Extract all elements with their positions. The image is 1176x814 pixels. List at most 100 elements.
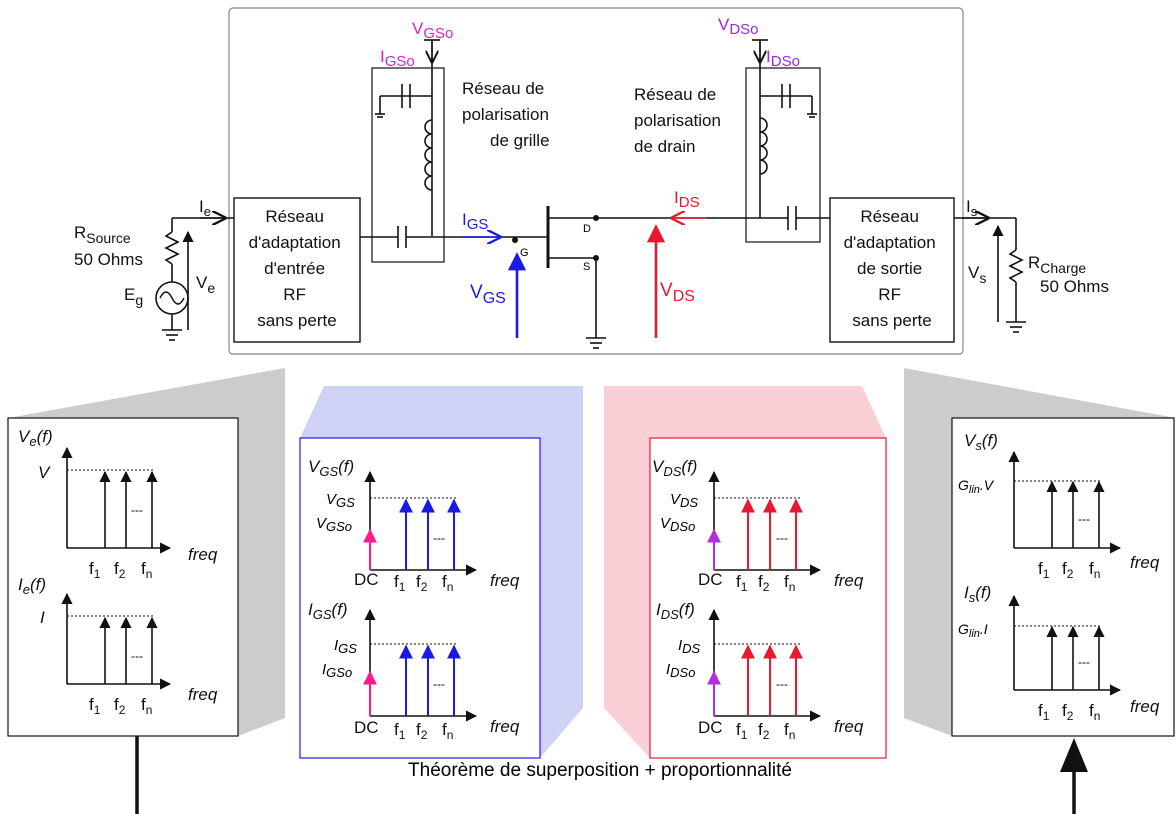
svg-text:f2: f2 — [758, 720, 770, 742]
input-bottom-title: I — [18, 575, 23, 594]
svg-text:f2: f2 — [114, 695, 126, 717]
svg-text:VGS: VGS — [470, 282, 506, 307]
source-branch: Ie RSource 50 Ohms Eg Ve — [74, 197, 234, 341]
svg-text:DC: DC — [354, 718, 379, 737]
output-bottom-plot: --- Is(f) Glin.I f1 f2 fn freq — [958, 583, 1160, 723]
svg-text:freq: freq — [490, 571, 520, 590]
rcharge-label: R — [1028, 253, 1040, 272]
svg-text:Ie(f): Ie(f) — [18, 575, 46, 597]
svg-text:IDS: IDS — [678, 637, 701, 656]
rsource-resistor — [164, 231, 180, 265]
svg-text:Ie: Ie — [199, 197, 211, 219]
rcharge-sub: Charge — [1040, 260, 1086, 276]
rsource-label: R — [74, 223, 86, 242]
vds-sub: DS — [673, 288, 695, 305]
svg-text:Glin.I: Glin.I — [958, 621, 988, 640]
svg-text:fn: fn — [784, 720, 795, 742]
idso-sub: DSo — [771, 53, 800, 70]
svg-text:Glin.V: Glin.V — [958, 477, 995, 496]
svg-text:f1: f1 — [89, 695, 101, 717]
eg-sub: g — [135, 292, 143, 308]
svg-text:VGS: VGS — [326, 491, 355, 510]
igso-sub: GSo — [385, 53, 415, 70]
svg-text:f1: f1 — [736, 572, 748, 594]
drain-spectrum-panel: --- VDS(f) VDS VDSo DC f1 f2 fn freq ---… — [604, 386, 887, 759]
ids-sub: DS — [679, 194, 700, 211]
svg-text:IDSo: IDSo — [666, 661, 695, 680]
transistor: G D S — [510, 206, 746, 349]
vds-label: V — [660, 280, 673, 301]
drain-bottom-title: I — [656, 600, 661, 619]
output-spectrum-panel: --- Vs(f) Glin.V f1 f2 fn freq --- Is(f)… — [904, 368, 1176, 737]
svg-text:f2: f2 — [416, 720, 428, 742]
svg-text:f2: f2 — [416, 572, 428, 594]
svg-text:---: --- — [776, 677, 788, 691]
igs-label: I — [462, 210, 467, 229]
vgs-label: V — [470, 282, 483, 303]
output-bottom-title: I — [964, 583, 969, 602]
rcharge-resistor — [1008, 249, 1024, 283]
svg-text:IGS: IGS — [462, 210, 488, 233]
drain-top-title: V — [652, 457, 665, 476]
drain-bias-title: Réseau de polarisation de drain — [634, 85, 726, 156]
svg-text:freq: freq — [834, 571, 864, 590]
svg-text:Ve(f): Ve(f) — [18, 427, 53, 449]
svg-text:f1: f1 — [1038, 559, 1050, 581]
svg-text:IGSo: IGSo — [380, 47, 415, 70]
input-top-level: V — [38, 463, 51, 482]
freq-label: freq — [188, 545, 218, 564]
vdso-label: V — [718, 15, 730, 34]
pin-g: G — [520, 247, 529, 259]
svg-text:f1: f1 — [736, 720, 748, 742]
svg-text:f2: f2 — [758, 572, 770, 594]
pin-s: S — [583, 261, 590, 273]
input-top-title: V — [18, 427, 31, 446]
svg-text:IDS: IDS — [674, 188, 700, 211]
svg-text:VGSo: VGSo — [316, 515, 352, 534]
svg-text:---: --- — [433, 677, 445, 691]
svg-text:f1: f1 — [394, 572, 406, 594]
svg-text:IGS(f): IGS(f) — [308, 600, 348, 622]
drain-top-plot: --- VDS(f) VDS VDSo DC f1 f2 fn freq — [652, 457, 864, 594]
svg-text:DC: DC — [354, 570, 379, 589]
svg-text:IDSo: IDSo — [766, 47, 800, 70]
output-matching-network — [829, 197, 955, 343]
input-matching-network — [233, 197, 361, 343]
svg-text:VGSo: VGSo — [412, 19, 453, 42]
load-branch: Is Vs RCharge 50 Ohms — [954, 197, 1109, 333]
igso-label: I — [380, 47, 385, 66]
igs-sub: GS — [467, 216, 489, 233]
svg-text:f2: f2 — [114, 559, 126, 581]
svg-text:DC: DC — [698, 570, 723, 589]
svg-text:f1: f1 — [1038, 701, 1050, 723]
dots: --- — [131, 503, 143, 517]
drain-bottom-plot: --- IDS(f) IDS IDSo DC f1 f2 fn freq — [656, 600, 864, 742]
input-bottom-plot: --- Ie(f) I f1 f2 fn freq — [18, 575, 218, 717]
gate-bias-network — [371, 67, 445, 263]
output-top-title: V — [964, 431, 977, 450]
eg-label: E — [124, 285, 135, 304]
caption: Théorème de superposition + proportionna… — [408, 760, 792, 781]
svg-text:f2: f2 — [1062, 559, 1074, 581]
ie-sub: e — [204, 204, 211, 219]
svg-text:VGS(f): VGS(f) — [308, 457, 354, 479]
svg-text:f2: f2 — [1062, 701, 1074, 723]
svg-text:fn: fn — [1089, 701, 1100, 723]
vdso-sub: DSo — [729, 21, 758, 38]
svg-text:IGSo: IGSo — [322, 661, 352, 680]
svg-text:freq: freq — [1130, 697, 1160, 716]
input-top-plot: --- Ve(f) V f1 f2 fn freq — [18, 427, 218, 581]
svg-text:Is(f): Is(f) — [964, 583, 991, 605]
rsource-sub: Source — [86, 230, 131, 246]
vgso-label: V — [412, 19, 424, 38]
rsource-value: 50 Ohms — [74, 250, 143, 269]
svg-text:VDS: VDS — [670, 491, 698, 510]
svg-text:freq: freq — [1130, 553, 1160, 572]
gate-bias-title: Réseau de polarisation de grille — [462, 79, 554, 150]
svg-text:---: --- — [1078, 512, 1090, 526]
gate-bottom-plot: --- IGS(f) IGS IGSo DC f1 f2 fn freq — [308, 600, 520, 742]
gate-top-plot: --- VGS(f) VGS VGSo DC f1 f2 fn freq — [308, 457, 520, 594]
svg-text:---: --- — [131, 649, 143, 663]
svg-text:freq: freq — [188, 685, 218, 704]
